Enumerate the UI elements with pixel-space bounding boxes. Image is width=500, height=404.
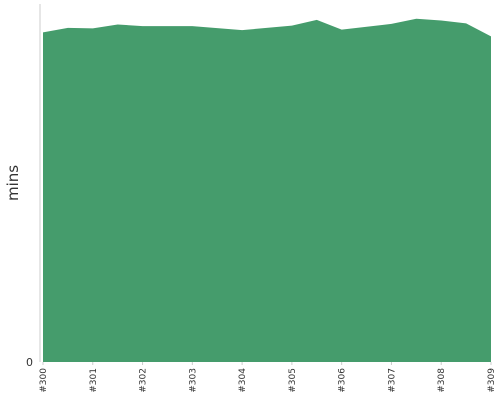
y-axis-title: mins bbox=[4, 165, 22, 201]
x-tick-label: #305 bbox=[288, 368, 298, 393]
x-tick-label: #302 bbox=[139, 368, 149, 393]
y-tick-label: 0 bbox=[26, 356, 33, 369]
x-tick-label: #301 bbox=[89, 368, 99, 393]
area-series bbox=[43, 18, 491, 363]
x-tick-label: #307 bbox=[387, 368, 397, 393]
x-tick-label: #300 bbox=[39, 368, 49, 393]
x-tick-label: #304 bbox=[238, 368, 248, 393]
x-tick-label: #308 bbox=[437, 368, 447, 393]
x-tick-label: #306 bbox=[338, 368, 348, 393]
plot-area bbox=[43, 18, 491, 363]
x-tick-label: #303 bbox=[188, 368, 198, 393]
x-tick-label: #309 bbox=[487, 368, 497, 393]
y-axis-ticks: 0 bbox=[26, 356, 33, 369]
x-axis-ticks: #300 #301 #302 #303 #304 #305 #306 #307 #308 #309 bbox=[39, 362, 497, 393]
